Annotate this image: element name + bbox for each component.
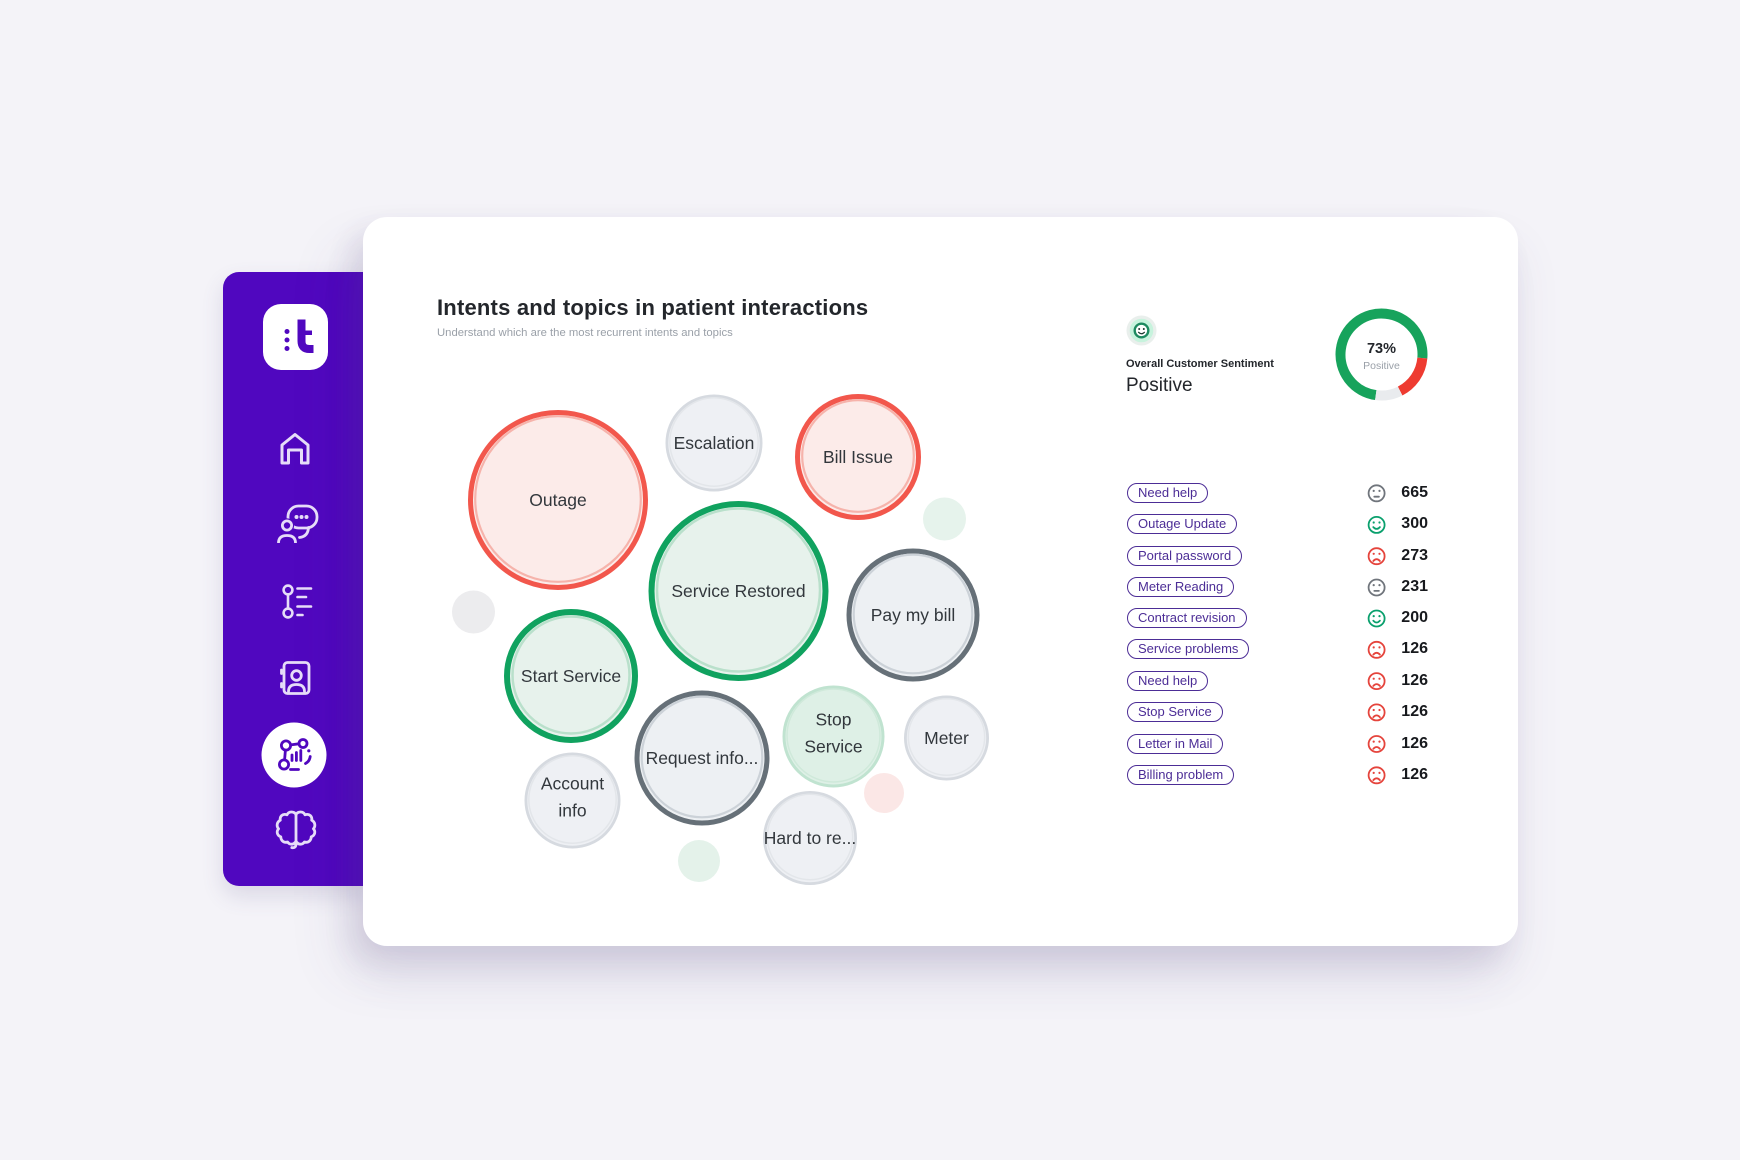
svg-text:Account: Account <box>541 774 604 794</box>
svg-text:Service Restored: Service Restored <box>671 581 805 601</box>
svg-text:Outage: Outage <box>529 490 586 510</box>
svg-text:Bill Issue: Bill Issue <box>823 447 893 467</box>
svg-text:Meter: Meter <box>924 728 969 748</box>
svg-text:Service: Service <box>804 737 862 757</box>
svg-text:Escalation: Escalation <box>674 433 755 453</box>
svg-text:Request info...: Request info... <box>646 748 759 768</box>
svg-text:Hard to re...: Hard to re... <box>764 828 856 848</box>
svg-text:Stop: Stop <box>816 710 852 730</box>
svg-text:Start Service: Start Service <box>521 666 621 686</box>
svg-text:info: info <box>558 801 586 821</box>
svg-text:Pay my bill: Pay my bill <box>871 605 956 625</box>
